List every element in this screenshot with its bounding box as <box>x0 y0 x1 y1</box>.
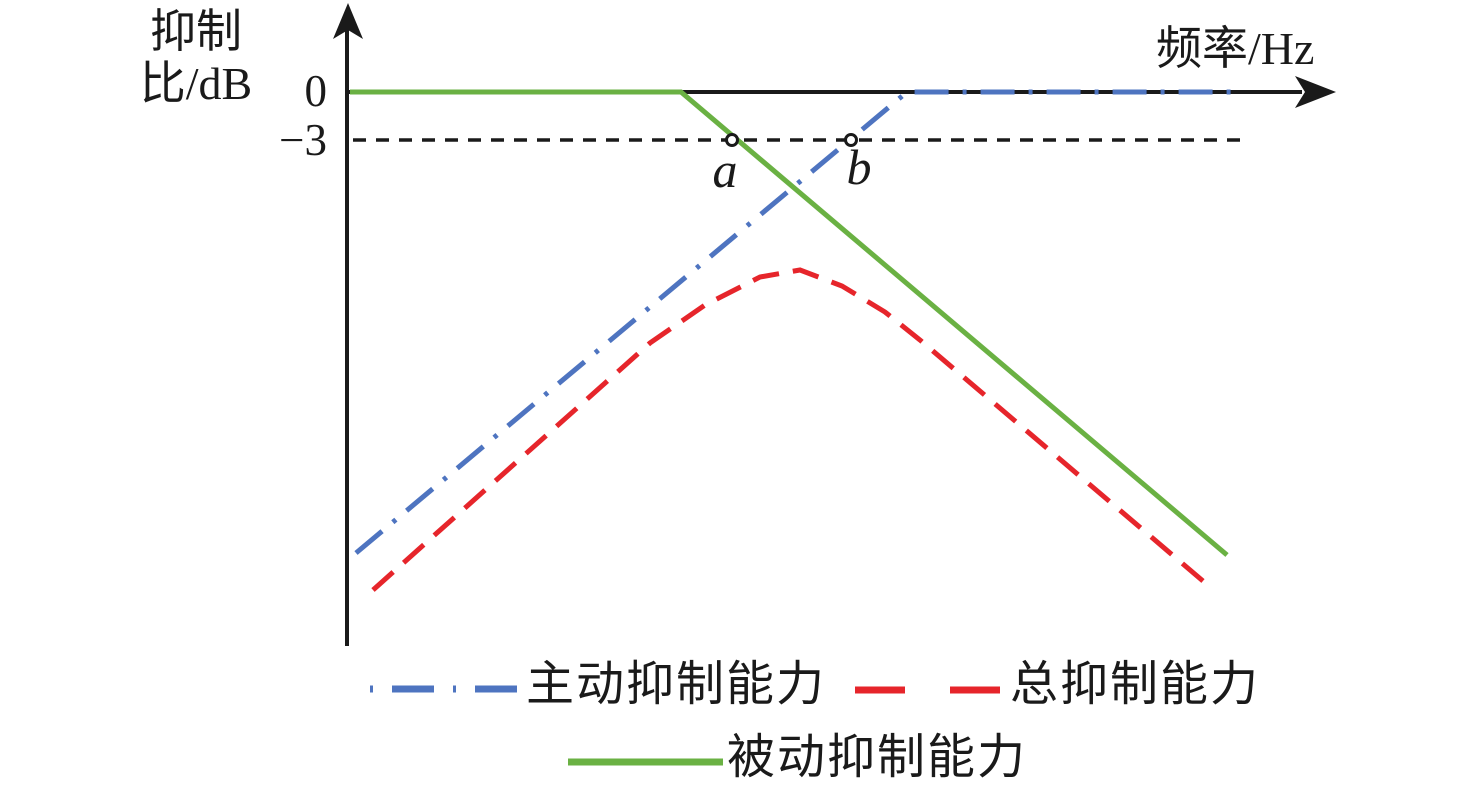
point-label-b: b <box>846 139 872 195</box>
point-label-a: a <box>712 142 738 198</box>
x-axis-label: 频率/Hz <box>1156 23 1315 74</box>
crossover-point-b-marker <box>844 133 858 147</box>
curves-layer <box>350 89 1240 592</box>
y-axis-label: 抑制 比/dB <box>120 6 272 110</box>
crossover-markers-layer <box>725 133 858 147</box>
legend-swatch-passive <box>568 758 723 766</box>
series-passive-line <box>350 89 1229 557</box>
crossover-point-a-marker <box>725 133 739 147</box>
x-axis-arrowhead-icon <box>1295 76 1336 108</box>
series-active-line <box>354 89 1240 555</box>
legend-label-total: 总抑制能力 <box>1010 658 1261 711</box>
y-axis-label-line2: 比/dB <box>139 58 253 109</box>
legend-label-active: 主动抑制能力 <box>526 658 827 711</box>
legend-swatch-total <box>855 686 1005 694</box>
series-total-line <box>371 267 1212 592</box>
legend-label-passive: 被动抑制能力 <box>727 731 1028 784</box>
y-axis-arrowhead-icon <box>333 3 363 39</box>
y-tick-minus3: −3 <box>279 115 327 165</box>
legend-swatch-active <box>370 685 520 693</box>
y-axis-label-line1: 抑制 <box>150 6 242 57</box>
y-tick-0: 0 <box>304 66 328 116</box>
